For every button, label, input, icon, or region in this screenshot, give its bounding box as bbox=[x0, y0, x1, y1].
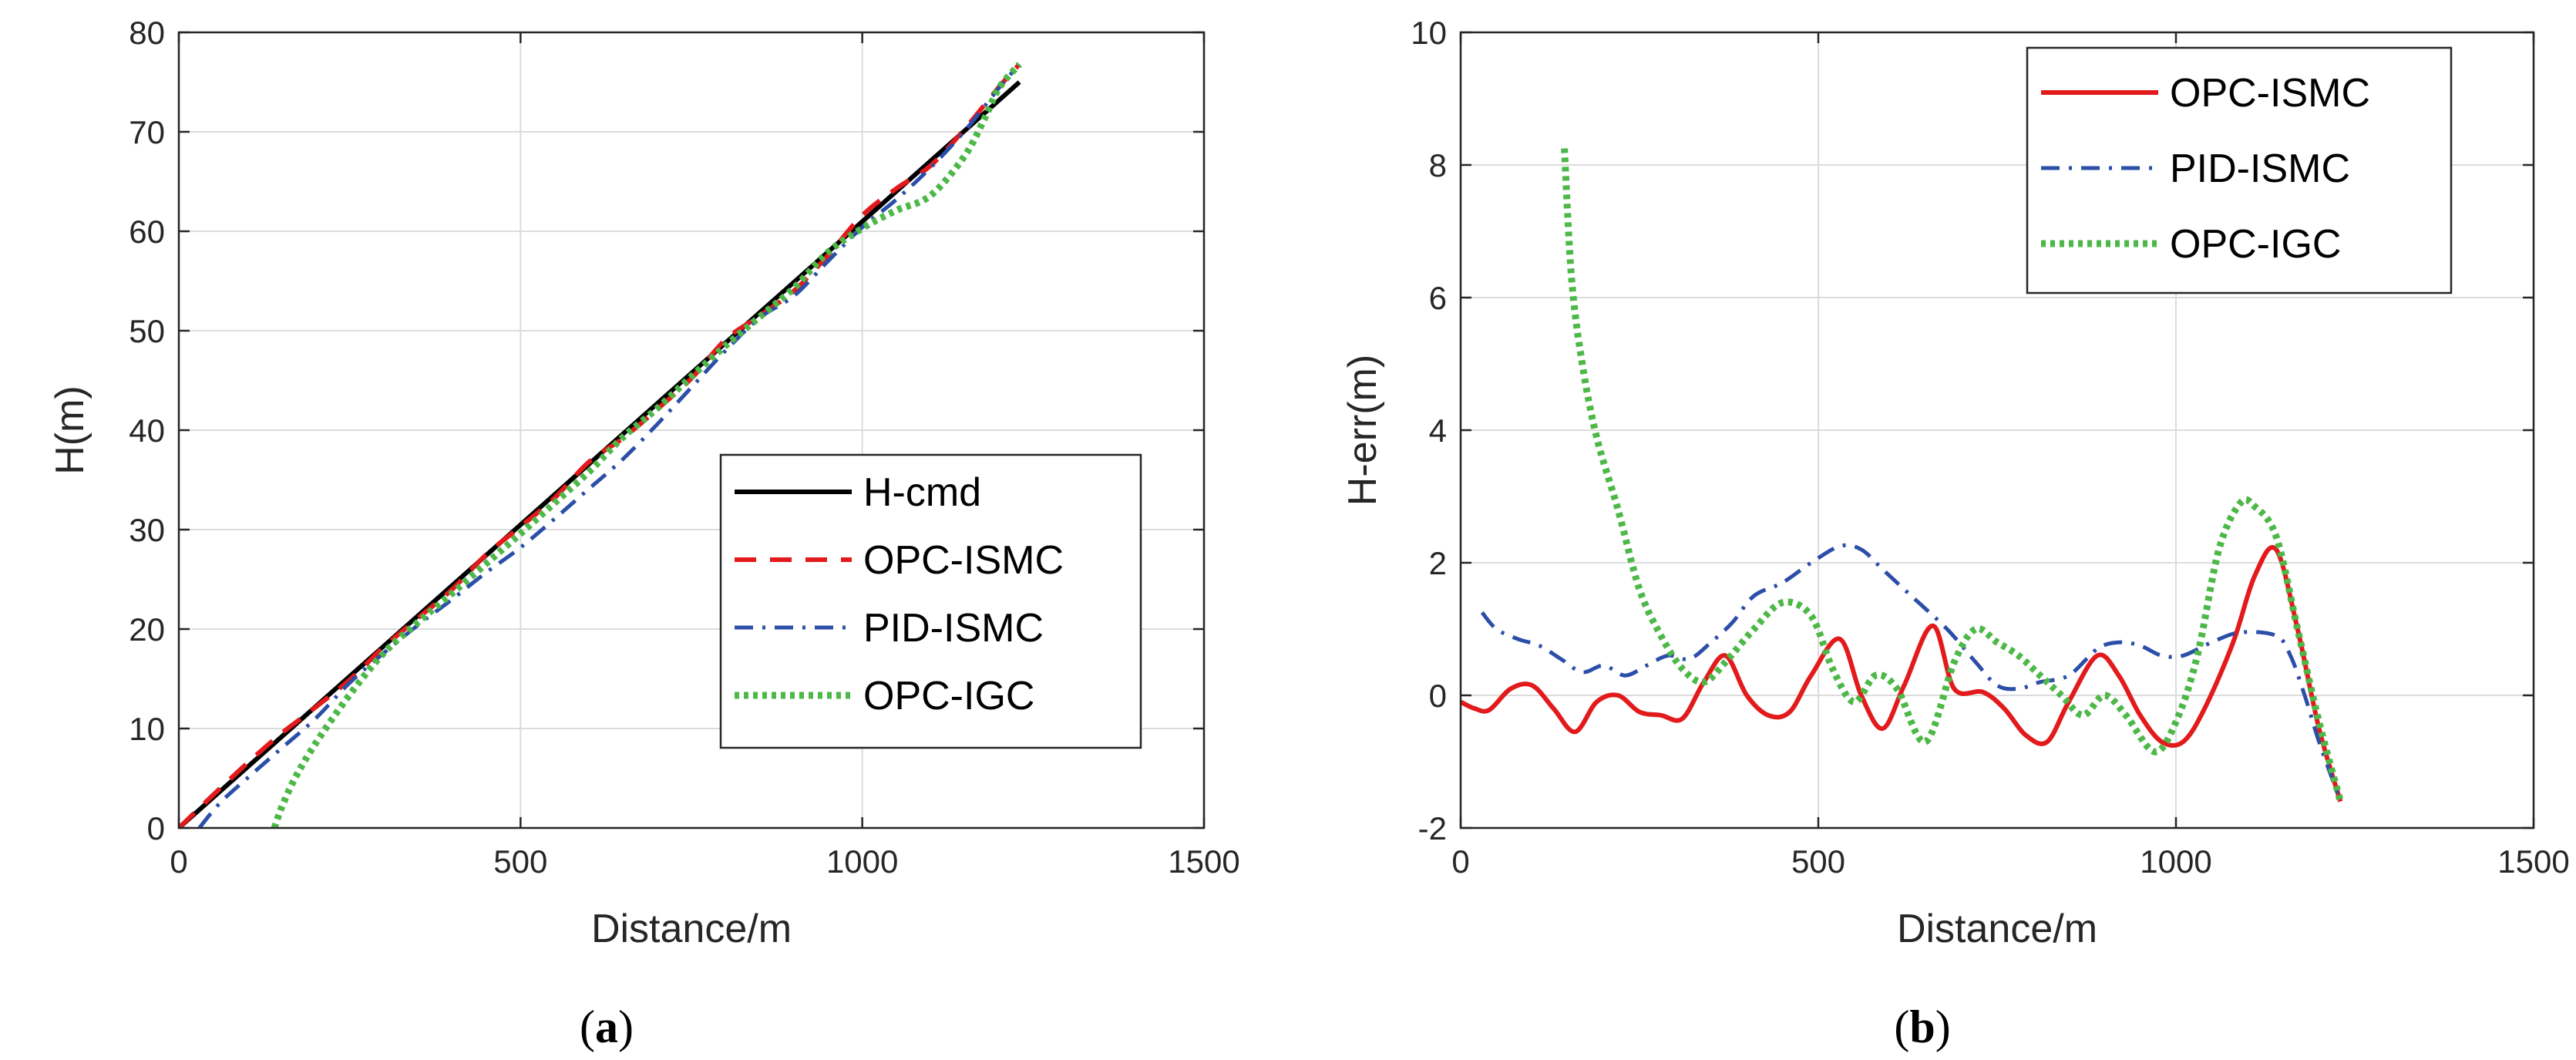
series-line-pid-ismc bbox=[197, 62, 1021, 828]
legend-label: PID-ISMC bbox=[863, 606, 1044, 651]
x-axis-label: Distance/m bbox=[591, 907, 792, 951]
y-tick-label: 4 bbox=[1429, 412, 1447, 449]
y-tick-label: 8 bbox=[1429, 147, 1447, 183]
x-tick-label: 500 bbox=[493, 843, 547, 880]
legend-box bbox=[719, 453, 1142, 749]
legend-label: OPC-IGC bbox=[863, 674, 1034, 718]
legend-label: OPC-ISMC bbox=[2170, 71, 2370, 116]
caption-paren: ) bbox=[1935, 1001, 1951, 1052]
series-group bbox=[1461, 148, 2344, 803]
caption-letter: a bbox=[595, 1001, 618, 1052]
series-line-opc-igc bbox=[1561, 148, 2344, 803]
y-tick-label: 70 bbox=[129, 114, 165, 150]
chart-panel-a: 0 500 1000 1500 0 10 20 30 40 50 60 70 80 Distance/m H… bbox=[48, 15, 1240, 1052]
y-axis-label: H-err(m) bbox=[1340, 355, 1385, 506]
caption-paren: ( bbox=[1894, 1001, 1909, 1052]
legend-label: OPC-ISMC bbox=[863, 538, 1064, 583]
y-axis-label: H(m) bbox=[48, 385, 92, 475]
y-tick-label: 0 bbox=[1429, 678, 1447, 714]
panel-caption: (b) bbox=[1894, 1001, 1950, 1052]
y-tick-label: 6 bbox=[1429, 280, 1447, 316]
caption-paren: ) bbox=[618, 1001, 634, 1052]
y-tick-label: 30 bbox=[129, 512, 165, 548]
x-tick-label: 500 bbox=[1791, 843, 1845, 880]
y-tick-label: 20 bbox=[129, 611, 165, 648]
y-tick-label: 10 bbox=[1411, 15, 1447, 51]
x-tick-label: 1500 bbox=[2497, 843, 2569, 880]
series-line-opc-ismc bbox=[179, 62, 1021, 828]
caption-paren: ( bbox=[580, 1001, 595, 1052]
y-tick-label: 60 bbox=[129, 214, 165, 250]
y-tick-label: 40 bbox=[129, 412, 165, 449]
legend: OPC-ISMC PID-ISMC OPC-IGC bbox=[2026, 46, 2453, 294]
chart-panel-b: 0 500 1000 1500-20246810Distance/mH-err(m)O… bbox=[1340, 15, 2570, 1052]
x-tick-label: 0 bbox=[1451, 843, 1469, 880]
y-tick-label: 10 bbox=[129, 711, 165, 747]
grid bbox=[179, 32, 1204, 828]
y-tick-label: 50 bbox=[129, 313, 165, 349]
y-tick-label: 80 bbox=[129, 15, 165, 51]
y-tick-label: 2 bbox=[1429, 545, 1447, 581]
x-tick-label: 1500 bbox=[1168, 843, 1239, 880]
x-tick-label: 1000 bbox=[826, 843, 898, 880]
tick-labels: 0 500 1000 1500 0 10 20 30 40 50 60 70 80 bbox=[129, 15, 1239, 880]
caption-letter: b bbox=[1909, 1001, 1935, 1052]
x-tick-label: 0 bbox=[170, 843, 187, 880]
series-group bbox=[179, 62, 1023, 828]
legend-label: OPC-IGC bbox=[2170, 222, 2341, 267]
legend: H-cmd OPC-ISMC PID-ISMC OPC-IGC bbox=[719, 453, 1142, 749]
legend-box bbox=[2026, 46, 2453, 294]
series-line-opc-ismc bbox=[1461, 545, 2343, 803]
x-tick-label: 1000 bbox=[2140, 843, 2211, 880]
y-tick-label: 0 bbox=[147, 810, 165, 846]
x-axis-label: Distance/m bbox=[1897, 907, 2097, 951]
y-tick-label: -2 bbox=[1418, 810, 1447, 846]
legend-label: PID-ISMC bbox=[2170, 146, 2350, 191]
legend-label: H-cmd bbox=[863, 470, 981, 515]
panel-caption: (a) bbox=[580, 1001, 634, 1052]
